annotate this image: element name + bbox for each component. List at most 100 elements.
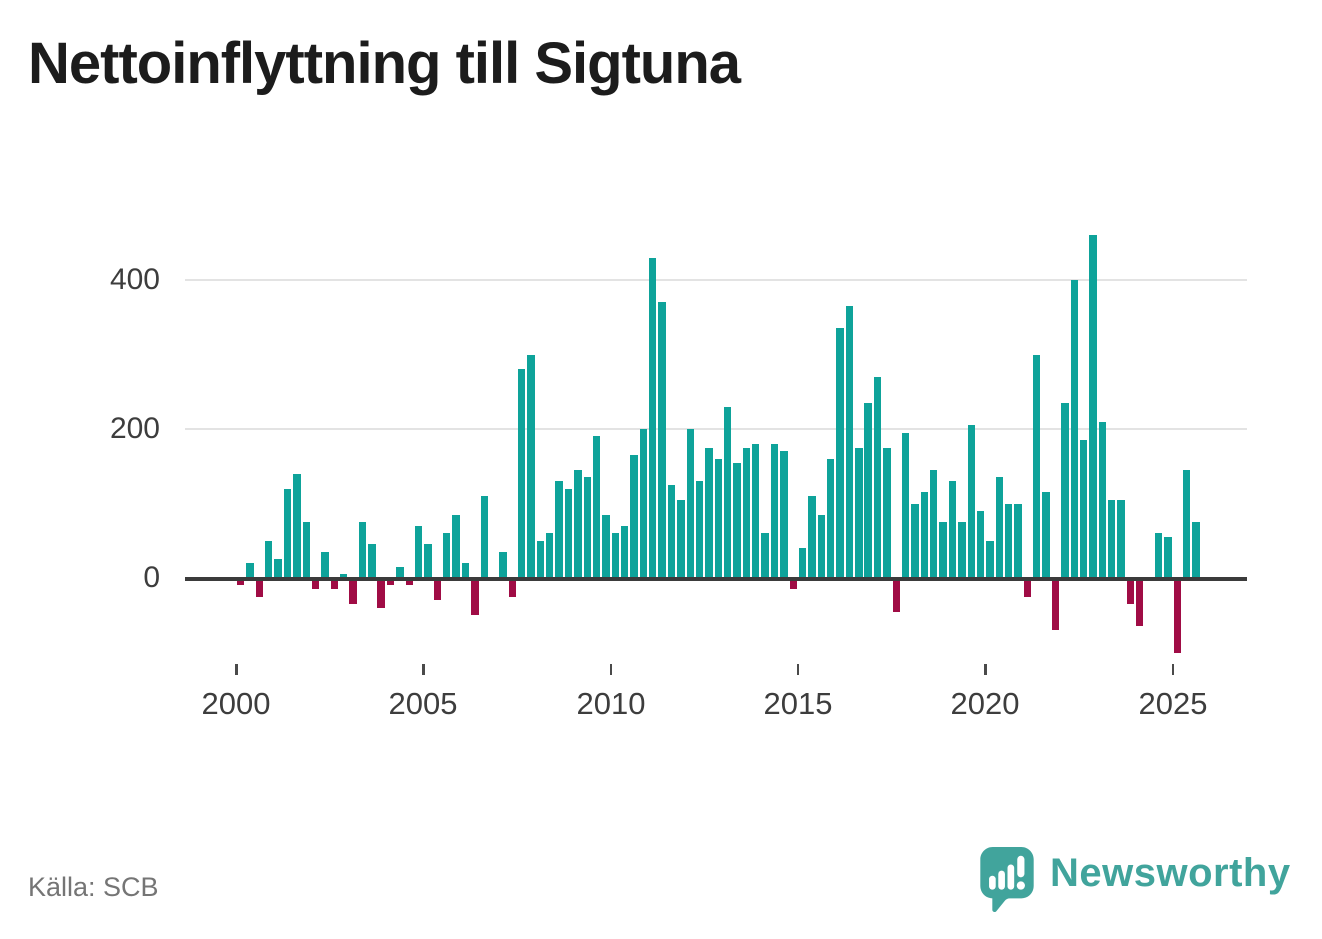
x-tick-2025 — [1171, 664, 1174, 675]
bar-2008Q1 — [536, 540, 545, 578]
bar-2017Q2 — [883, 447, 891, 578]
bar-2020Q3 — [1004, 503, 1013, 578]
bar-2018Q1 — [911, 503, 919, 578]
bar-2014Q2 — [770, 443, 779, 578]
bar-2000Q2 — [246, 563, 254, 578]
bar-2021Q2 — [1033, 354, 1041, 578]
y-axis-label-200: 200 — [109, 412, 160, 445]
logo-bar-medium — [998, 870, 1005, 890]
bar-2019Q3 — [967, 425, 975, 578]
bar-2016Q3 — [855, 447, 863, 578]
bar-2013Q4 — [752, 443, 760, 578]
bar-2011Q1 — [649, 257, 657, 578]
bar-2022Q2 — [1070, 280, 1078, 578]
bar-2025Q2 — [1182, 469, 1191, 578]
bar-2013Q2 — [733, 462, 741, 578]
bar-2022Q1 — [1061, 402, 1069, 578]
x-axis-label-2000: 2000 — [201, 686, 271, 721]
bar-2025Q1 — [1173, 578, 1181, 653]
bar-2007Q2 — [508, 578, 516, 597]
logo-bar-small — [989, 875, 996, 890]
bar-2022Q4 — [1089, 235, 1097, 578]
bar-2004Q4 — [414, 525, 423, 578]
bar-2023Q2 — [1107, 499, 1116, 578]
x-tick-2015 — [796, 664, 800, 675]
bar-2001Q2 — [283, 488, 292, 578]
bar-2002Q3 — [330, 578, 339, 590]
bar-2001Q4 — [302, 522, 310, 578]
gridline-400 — [185, 279, 1247, 281]
bar-2013Q3 — [742, 447, 751, 578]
bar-2001Q1 — [274, 559, 282, 578]
y-axis-label-0: 0 — [143, 561, 160, 594]
bar-2012Q1 — [686, 429, 694, 578]
newsworthy-icon — [980, 847, 1034, 913]
bar-2007Q1 — [499, 551, 507, 578]
gridline-200 — [185, 428, 1247, 430]
bar-2024Q3 — [1154, 533, 1163, 578]
x-tick-2005 — [422, 664, 425, 675]
bar-2016Q1 — [836, 328, 844, 578]
bar-2019Q4 — [976, 510, 985, 578]
bar-2005Q4 — [452, 514, 460, 578]
bar-2009Q3 — [592, 436, 601, 578]
bar-2019Q2 — [958, 522, 966, 578]
bar-2011Q2 — [658, 302, 666, 578]
bar-2021Q1 — [1023, 578, 1032, 597]
bar-2005Q3 — [443, 533, 451, 578]
bar-2015Q3 — [817, 514, 826, 578]
bar-2020Q2 — [995, 477, 1003, 578]
bar-2008Q2 — [546, 533, 554, 578]
x-tick-2020 — [984, 664, 987, 675]
bar-2018Q3 — [930, 469, 938, 578]
bar-2012Q2 — [695, 481, 704, 578]
logo-bar-large — [1007, 864, 1015, 890]
bar-2000Q1 — [237, 578, 245, 586]
source-text: Källa: SCB — [28, 872, 159, 902]
bar-2010Q2 — [620, 525, 629, 578]
bar-2002Q2 — [321, 551, 329, 578]
bar-2024Q4 — [1164, 537, 1172, 578]
x-tick-2010 — [609, 664, 613, 675]
bar-2001Q3 — [293, 473, 301, 578]
x-tick-2000 — [235, 664, 238, 675]
bar-2008Q3 — [555, 481, 563, 578]
bar-2010Q4 — [639, 429, 648, 578]
bar-2003Q4 — [377, 578, 385, 608]
bar-2021Q3 — [1042, 492, 1050, 578]
bar-2020Q1 — [986, 540, 994, 578]
bar-2015Q4 — [827, 458, 835, 578]
bar-2011Q3 — [667, 484, 676, 578]
bar-2024Q1 — [1136, 578, 1144, 627]
x-axis-label-2005: 2005 — [388, 686, 458, 721]
bar-2007Q4 — [527, 354, 535, 578]
bar-2007Q3 — [517, 369, 526, 578]
bar-2015Q2 — [808, 496, 816, 578]
x-axis-label-2020: 2020 — [950, 686, 1020, 721]
bar-2023Q4 — [1126, 578, 1135, 605]
bar-2017Q4 — [901, 432, 910, 578]
bar-2003Q3 — [368, 544, 376, 578]
bar-2010Q1 — [611, 533, 619, 578]
bar-2014Q4 — [789, 578, 797, 590]
x-axis-label-2025: 2025 — [1138, 686, 1208, 721]
bar-2004Q1 — [386, 578, 395, 586]
bar-2006Q3 — [480, 496, 488, 578]
bar-2000Q4 — [265, 540, 273, 578]
y-axis-label-400: 400 — [109, 263, 160, 296]
bar-2013Q1 — [724, 406, 732, 578]
bar-2025Q3 — [1192, 522, 1200, 578]
bar-2008Q4 — [564, 488, 573, 578]
bar-2011Q4 — [677, 499, 685, 578]
bar-2023Q3 — [1117, 499, 1125, 578]
bar-2019Q1 — [948, 481, 957, 578]
bar-2004Q2 — [396, 566, 404, 578]
chart-title: Nettoinflyttning till Sigtuna — [28, 31, 741, 96]
bar-2015Q1 — [798, 548, 807, 578]
bar-2016Q2 — [845, 306, 854, 578]
bar-2023Q1 — [1098, 421, 1107, 578]
logo-exclamation-stem — [1017, 855, 1025, 878]
bar-2004Q3 — [405, 578, 413, 586]
